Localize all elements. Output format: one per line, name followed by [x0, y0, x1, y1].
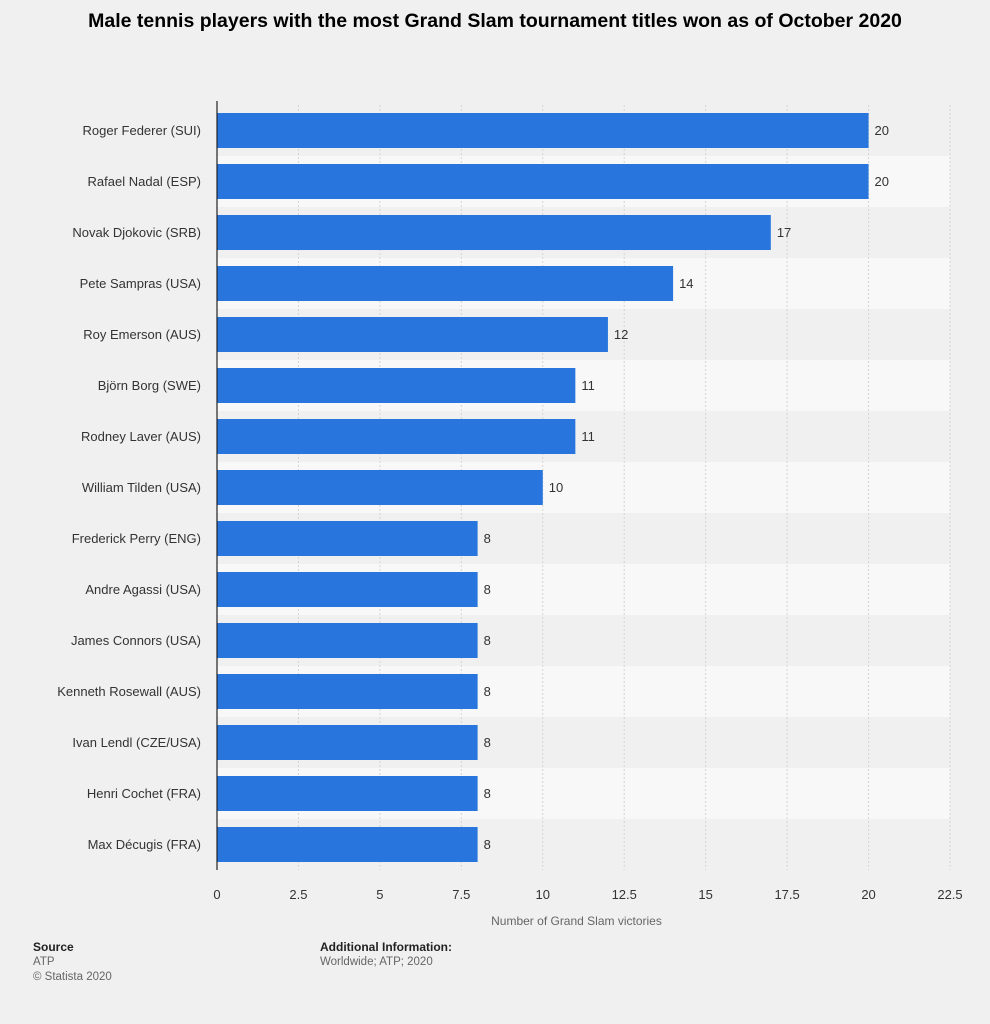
category-label: Henri Cochet (FRA)	[87, 786, 201, 801]
data-label: 8	[484, 531, 491, 546]
x-tick-label: 22.5	[937, 887, 962, 902]
bar	[217, 419, 576, 454]
x-tick-label: 10	[536, 887, 550, 902]
category-label: Pete Sampras (USA)	[80, 276, 201, 291]
category-label: Max Décugis (FRA)	[88, 837, 201, 852]
data-label: 11	[581, 378, 595, 393]
bar	[217, 113, 869, 148]
category-label: James Connors (USA)	[71, 633, 201, 648]
bar	[217, 266, 674, 301]
bar	[217, 215, 771, 250]
category-label: Andre Agassi (USA)	[85, 582, 201, 597]
category-label: Frederick Perry (ENG)	[72, 531, 201, 546]
data-label: 8	[484, 735, 491, 750]
category-label: Kenneth Rosewall (AUS)	[57, 684, 201, 699]
chart-title: Male tennis players with the most Grand …	[88, 10, 902, 32]
x-tick-label: 0	[213, 887, 220, 902]
category-label: Björn Borg (SWE)	[98, 378, 201, 393]
data-label: 8	[484, 582, 491, 597]
bar	[217, 776, 478, 811]
additional-info-value: Worldwide; ATP; 2020	[320, 956, 433, 968]
category-label: Ivan Lendl (CZE/USA)	[72, 735, 201, 750]
bar	[217, 368, 576, 403]
x-tick-label: 12.5	[612, 887, 637, 902]
bar	[217, 470, 543, 505]
bar-chart: Roger Federer (SUI) 20 Rafael Nadal (ESP) 2…	[57, 101, 963, 928]
data-label: 14	[679, 276, 693, 291]
data-label: 10	[549, 480, 563, 495]
data-label: 17	[777, 225, 791, 240]
copyright-text: © Statista 2020	[33, 971, 112, 983]
category-label: William Tilden (USA)	[82, 480, 201, 495]
additional-info-block: Additional Information: Worldwide; ATP; …	[320, 940, 452, 970]
x-tick-label: 2.5	[289, 887, 307, 902]
source-heading: Source	[33, 940, 74, 954]
category-label: Roy Emerson (AUS)	[83, 327, 201, 342]
category-label: Roger Federer (SUI)	[83, 123, 201, 138]
x-tick-label: 20	[861, 887, 875, 902]
bar	[217, 572, 478, 607]
bar	[217, 164, 869, 199]
x-tick-label: 7.5	[452, 887, 470, 902]
bar	[217, 623, 478, 658]
additional-info-heading: Additional Information:	[320, 940, 452, 954]
data-label: 20	[875, 123, 889, 138]
data-label: 12	[614, 327, 628, 342]
x-tick-label: 5	[376, 887, 383, 902]
category-label: Novak Djokovic (SRB)	[72, 225, 201, 240]
source-block: Source ATP © Statista 2020	[33, 940, 112, 985]
data-label: 8	[484, 633, 491, 648]
data-label: 20	[875, 174, 889, 189]
bar	[217, 827, 478, 862]
x-tick-label: 17.5	[774, 887, 799, 902]
data-label: 8	[484, 786, 491, 801]
category-label: Rafael Nadal (ESP)	[88, 174, 201, 189]
data-label: 8	[484, 837, 491, 852]
source-value: ATP	[33, 956, 55, 968]
category-label: Rodney Laver (AUS)	[81, 429, 201, 444]
x-axis-title: Number of Grand Slam victories	[491, 914, 662, 928]
data-label: 11	[581, 429, 595, 444]
bar	[217, 317, 608, 352]
bar	[217, 725, 478, 760]
data-label: 8	[484, 684, 491, 699]
bar	[217, 521, 478, 556]
x-tick-label: 15	[698, 887, 712, 902]
bar	[217, 674, 478, 709]
